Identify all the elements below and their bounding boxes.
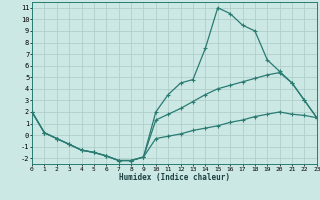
X-axis label: Humidex (Indice chaleur): Humidex (Indice chaleur) (119, 173, 230, 182)
